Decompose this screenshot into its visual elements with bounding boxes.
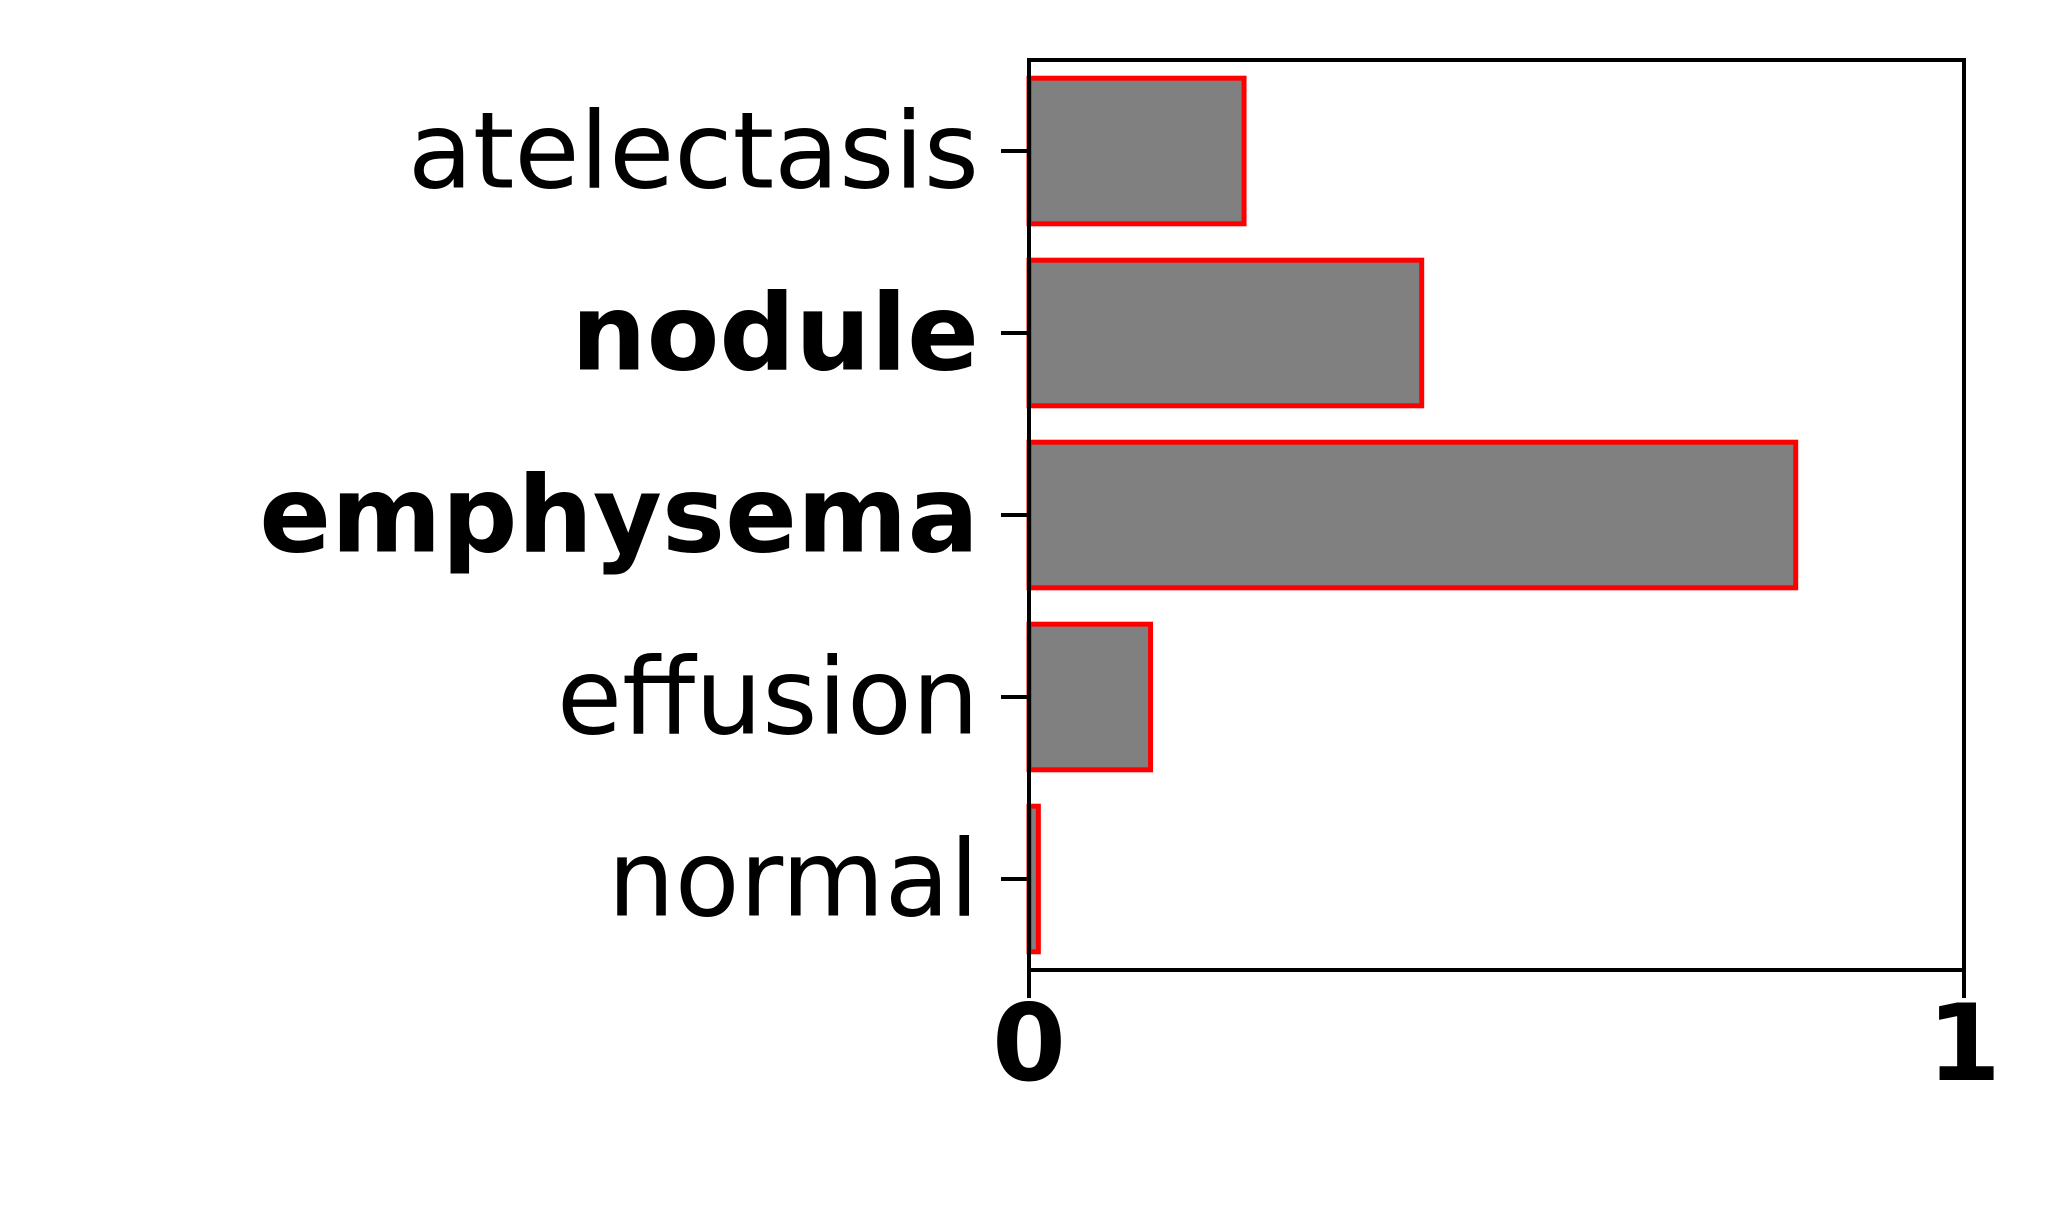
bar-nodule (1026, 257, 1425, 409)
x-tick-label: 1 (1927, 982, 2001, 1105)
y-tick-label-atelectasis: atelectasis (408, 90, 979, 213)
y-tick-label-normal: normal (608, 818, 979, 941)
y-axis: atelectasis nodule emphysema effusion normal (259, 90, 1029, 941)
y-tick-label-effusion: effusion (557, 636, 979, 759)
bar-effusion (1026, 621, 1154, 773)
bar-emphysema (1026, 439, 1799, 591)
bars-group (1026, 75, 1799, 955)
y-tick-label-nodule: nodule (571, 272, 979, 395)
y-tick-label-emphysema: emphysema (259, 454, 979, 577)
bar-atelectasis (1026, 75, 1247, 227)
x-tick-label: 0 (992, 982, 1066, 1105)
